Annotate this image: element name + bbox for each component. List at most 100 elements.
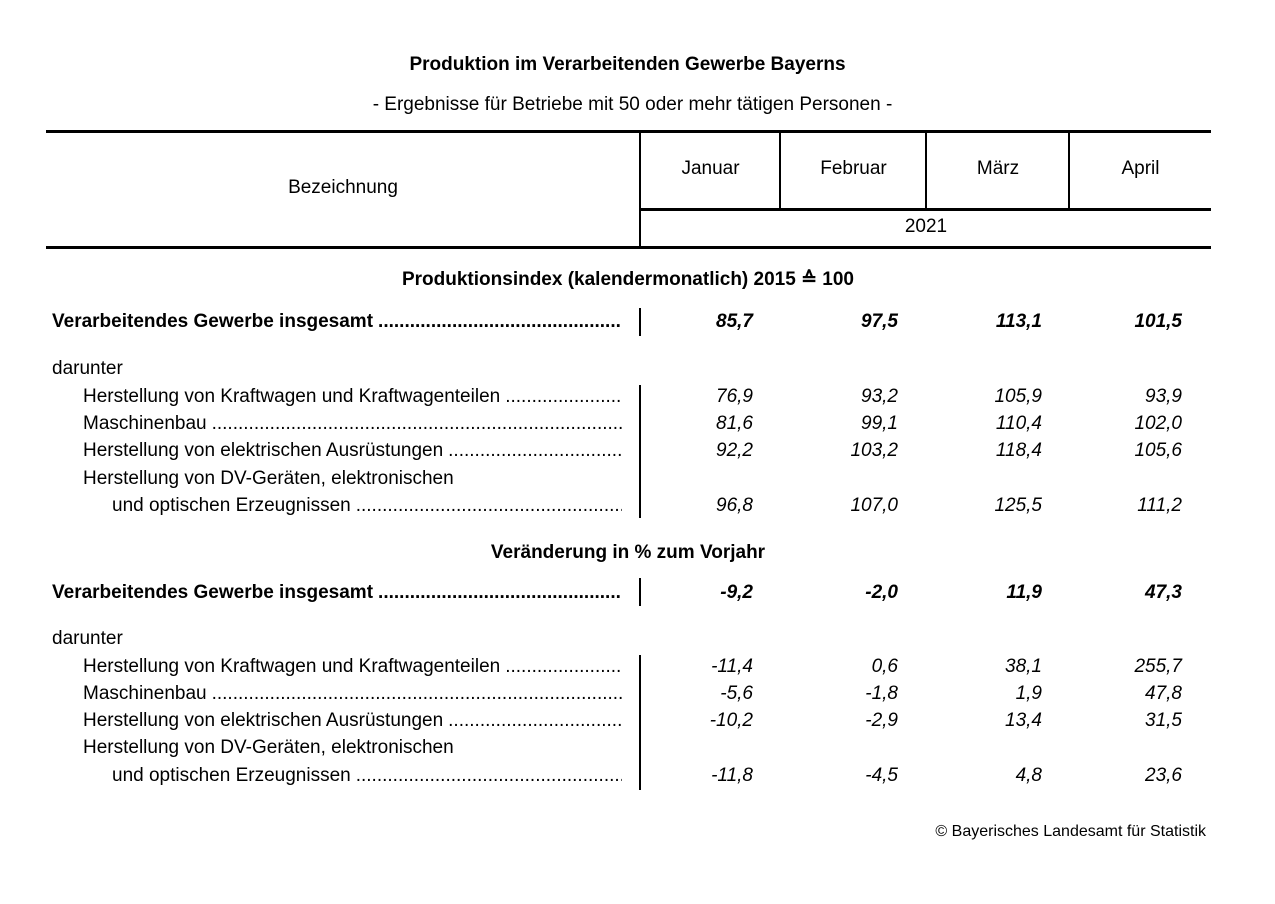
dot-leader	[378, 582, 622, 604]
row-label: und optischen Erzeugnissen	[112, 495, 351, 516]
table-row: darunter	[0, 358, 1275, 382]
row-label-cell: darunter	[52, 358, 123, 380]
row-label-cell: darunter	[52, 628, 123, 650]
dot-leader	[212, 683, 622, 705]
value-cell-januar: 92,2	[716, 440, 753, 461]
column-divider	[639, 655, 641, 790]
column-header-year: 2021	[904, 216, 948, 237]
value-cell-februar: 93,2	[861, 386, 898, 407]
table-row: Herstellung von elektrischen Ausrüstunge…	[0, 710, 1275, 734]
row-label: Herstellung von elektrischen Ausrüstunge…	[83, 710, 444, 731]
column-header-month: März	[976, 158, 1020, 179]
table-row: Herstellung von DV-Geräten, elektronisch…	[0, 737, 1275, 761]
row-label-cell: Herstellung von Kraftwagen und Kraftwage…	[83, 386, 622, 408]
value-cell-januar: -11,4	[711, 656, 753, 677]
section-heading: Produktionsindex (kalendermonatlich) 201…	[401, 269, 854, 290]
table-row: Verarbeitendes Gewerbe insgesamt -9,2 -2,0…	[0, 582, 1275, 606]
table-row: Herstellung von DV-Geräten, elektronisch…	[0, 468, 1275, 492]
value-cell-januar: -9,2	[720, 582, 753, 603]
value-cell-märz: 38,1	[1005, 656, 1042, 677]
column-divider	[639, 385, 641, 518]
row-label-cell: Herstellung von elektrischen Ausrüstunge…	[83, 710, 622, 732]
dot-leader	[212, 413, 622, 435]
row-label-cell: und optischen Erzeugnissen	[112, 495, 622, 517]
table-row: Verarbeitendes Gewerbe insgesamt 85,7 97,5…	[0, 311, 1275, 335]
column-header-month: April	[1121, 158, 1160, 179]
row-label: darunter	[52, 628, 123, 649]
row-label-cell: Verarbeitendes Gewerbe insgesamt	[52, 311, 622, 333]
table-row: und optischen Erzeugnissen -11,8 -4,5 4,8 23…	[0, 765, 1275, 789]
row-label-cell: Maschinenbau	[83, 683, 622, 705]
value-cell-märz: 110,4	[995, 413, 1042, 434]
top-rule	[46, 130, 1211, 133]
dot-leader	[505, 656, 622, 678]
header-divider	[639, 131, 641, 248]
value-cell-april: 101,5	[1134, 311, 1182, 332]
value-cell-februar: 103,2	[850, 440, 898, 461]
section-heading: Veränderung in % zum Vorjahr	[490, 542, 766, 563]
row-label: Verarbeitendes Gewerbe insgesamt	[52, 311, 374, 332]
table-row: Herstellung von Kraftwagen und Kraftwage…	[0, 656, 1275, 680]
table-row: Herstellung von elektrischen Ausrüstunge…	[0, 440, 1275, 464]
copyright-footer: © Bayerisches Landesamt für Statistik	[935, 823, 1206, 840]
value-cell-april: 31,5	[1145, 710, 1182, 731]
row-label-cell: Herstellung von DV-Geräten, elektronisch…	[83, 468, 454, 490]
dot-leader	[505, 386, 622, 408]
value-cell-februar: 99,1	[861, 413, 898, 434]
year-rule	[640, 208, 1211, 211]
value-cell-april: 47,8	[1145, 683, 1182, 704]
value-cell-februar: 107,0	[850, 495, 898, 516]
row-label: Herstellung von Kraftwagen und Kraftwage…	[83, 386, 501, 407]
table-row: Maschinenbau 81,6 99,1 110,4 102,0	[0, 413, 1275, 437]
value-cell-april: 105,6	[1134, 440, 1182, 461]
value-cell-januar: -10,2	[709, 710, 753, 731]
value-cell-märz: 13,4	[1005, 710, 1042, 731]
column-header-bezeichnung: Bezeichnung	[288, 177, 398, 198]
value-cell-januar: 81,6	[716, 413, 753, 434]
column-divider	[639, 308, 641, 336]
table-row: darunter	[0, 628, 1275, 652]
table-row: Herstellung von Kraftwagen und Kraftwage…	[0, 386, 1275, 410]
row-label: Herstellung von elektrischen Ausrüstunge…	[83, 440, 444, 461]
column-header-month: Januar	[681, 158, 740, 179]
column-header-month: Februar	[820, 158, 887, 179]
value-cell-februar: 97,5	[861, 311, 898, 332]
dot-leader	[448, 440, 622, 462]
row-label-cell: Herstellung von elektrischen Ausrüstunge…	[83, 440, 622, 462]
value-cell-märz: 11,9	[1006, 582, 1042, 603]
row-label: Herstellung von DV-Geräten, elektronisch…	[83, 468, 454, 489]
row-label-cell: und optischen Erzeugnissen	[112, 765, 622, 787]
row-label: Herstellung von Kraftwagen und Kraftwage…	[83, 656, 501, 677]
value-cell-april: 47,3	[1145, 582, 1182, 603]
value-cell-april: 93,9	[1145, 386, 1182, 407]
value-cell-januar: 96,8	[716, 495, 753, 516]
value-cell-januar: -5,6	[720, 683, 753, 704]
table-row: Maschinenbau -5,6 -1,8 1,9 47,8	[0, 683, 1275, 707]
value-cell-märz: 1,9	[1015, 683, 1042, 704]
value-cell-märz: 118,4	[995, 440, 1042, 461]
value-cell-märz: 4,8	[1015, 765, 1042, 786]
month-divider	[779, 131, 781, 209]
row-label-cell: Herstellung von DV-Geräten, elektronisch…	[83, 737, 454, 759]
value-cell-januar: 76,9	[716, 386, 753, 407]
value-cell-april: 102,0	[1134, 413, 1182, 434]
column-divider	[639, 578, 641, 606]
value-cell-februar: 0,6	[871, 656, 898, 677]
row-label-cell: Herstellung von Kraftwagen und Kraftwage…	[83, 656, 622, 678]
value-cell-februar: -2,0	[865, 582, 898, 603]
value-cell-april: 23,6	[1145, 765, 1182, 786]
value-cell-februar: -4,5	[865, 765, 898, 786]
value-cell-april: 255,7	[1134, 656, 1182, 677]
value-cell-februar: -1,8	[865, 683, 898, 704]
table-title: Produktion im Verarbeitenden Gewerbe Bay…	[409, 54, 846, 75]
row-label-cell: Verarbeitendes Gewerbe insgesamt	[52, 582, 622, 604]
value-cell-april: 111,2	[1137, 495, 1182, 516]
row-label: darunter	[52, 358, 123, 379]
table-row: und optischen Erzeugnissen 96,8 107,0 125,5…	[0, 495, 1275, 519]
value-cell-februar: -2,9	[865, 710, 898, 731]
table-subtitle: - Ergebnisse für Betriebe mit 50 oder me…	[372, 94, 893, 115]
row-label: Herstellung von DV-Geräten, elektronisch…	[83, 737, 454, 758]
dot-leader	[448, 710, 622, 732]
month-divider	[925, 131, 927, 209]
row-label: und optischen Erzeugnissen	[112, 765, 351, 786]
